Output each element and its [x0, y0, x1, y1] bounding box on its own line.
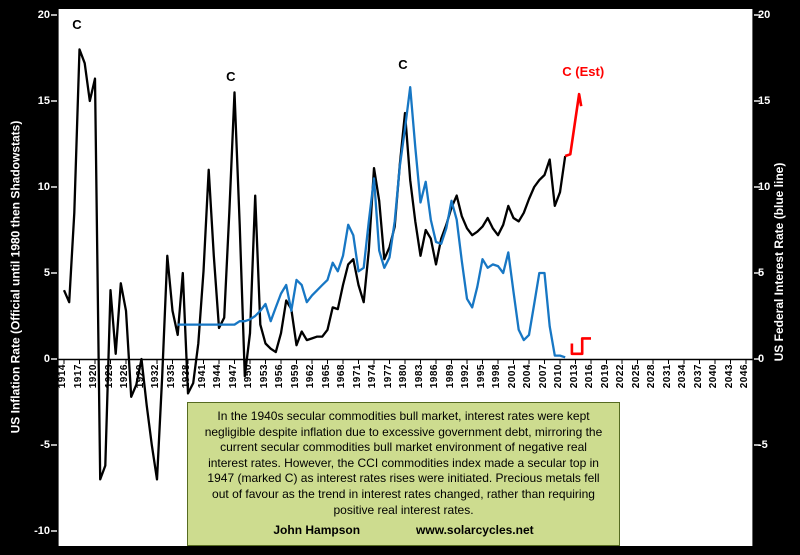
x-tick-label: 1920 [88, 364, 99, 389]
x-tick-label: 1974 [367, 364, 378, 389]
x-tick-label: 2046 [739, 364, 750, 389]
peak-label-c: C [398, 56, 408, 72]
left-y-tick-label: 15 [37, 95, 50, 107]
series-us-inflation-rate [62, 48, 567, 481]
x-tick-label: 2034 [677, 364, 688, 389]
peak-label-c: C [226, 68, 236, 84]
left-axis-title: US Inflation Rate (Official until 1980 t… [8, 120, 23, 434]
x-tick-label: 1941 [196, 364, 208, 389]
x-tick-label: 1950 [243, 364, 254, 389]
left-y-tick-label: 10 [37, 181, 50, 193]
x-tick-label: 1983 [413, 364, 425, 389]
x-tick-label: 1962 [305, 364, 316, 389]
x-tick-label: 1977 [382, 364, 394, 389]
x-tick-label: 1959 [289, 364, 301, 389]
x-tick-label: 2043 [723, 364, 735, 389]
annotation-text: In the 1940s secular commodities bull ma… [204, 409, 603, 517]
x-tick-label: 2010 [553, 364, 564, 389]
x-tick-label: 1932 [150, 364, 161, 389]
right-y-tick-label: 15 [758, 95, 771, 107]
series-inflation-estimate [564, 92, 583, 158]
x-tick-label: 1989 [444, 364, 456, 389]
left-y-tick-label: 5 [43, 267, 50, 279]
x-tick-label: 1953 [258, 364, 270, 389]
x-tick-label: 2016 [584, 364, 595, 389]
series-us-federal-interest-rate [177, 86, 566, 359]
x-tick-label: 2022 [615, 364, 626, 389]
peak-label-c: C [72, 17, 82, 33]
x-tick-label: 1965 [320, 364, 332, 389]
right-y-tick-label: 0 [758, 353, 765, 365]
left-y-tick-label: -10 [34, 525, 50, 537]
x-tick-label: 2004 [522, 364, 533, 389]
left-y-tick-label: 20 [37, 9, 50, 21]
right-y-tick-label: 10 [758, 181, 771, 193]
x-tick-label: 1947 [227, 364, 239, 389]
x-tick-label: 1914 [57, 364, 68, 389]
x-tick-label: 1986 [429, 364, 440, 389]
x-tick-label: 2028 [646, 364, 657, 389]
annotation-box: In the 1940s secular commodities bull ma… [187, 402, 620, 546]
peak-label-c-est: C (Est) [562, 63, 605, 79]
x-tick-label: 1992 [460, 364, 471, 389]
right-y-tick-label: -5 [758, 439, 768, 451]
x-tick-label: 2025 [630, 364, 642, 389]
x-tick-label: 1944 [212, 364, 223, 389]
x-tick-label: 1956 [274, 364, 285, 389]
x-tick-label: 1926 [119, 364, 130, 389]
x-tick-label: 2019 [599, 364, 611, 389]
x-tick-label: 1929 [134, 364, 146, 389]
x-tick-label: 2031 [661, 364, 673, 389]
series-interest-rate-estimate [570, 337, 591, 356]
x-tick-label: 2001 [506, 364, 518, 389]
left-y-tick-label: 0 [43, 353, 50, 365]
x-tick-label: 1995 [475, 364, 487, 389]
right-y-tick-label: 5 [758, 267, 765, 279]
x-tick-label: 1968 [336, 364, 347, 389]
x-tick-label: 1923 [103, 364, 115, 389]
right-y-tick-label: 20 [758, 9, 771, 21]
x-tick-label: 1935 [165, 364, 177, 389]
x-tick-label: 1917 [72, 364, 84, 389]
left-y-tick-label: -5 [40, 439, 50, 451]
annotation-footer: John Hampson www.solarcycles.net [200, 523, 607, 537]
right-axis-title: US Federal Interest Rate (blue line) [772, 162, 786, 362]
author-name: John Hampson [273, 523, 361, 538]
x-tick-label: 1998 [491, 364, 502, 389]
x-tick-label: 1980 [398, 364, 409, 389]
x-tick-label: 1971 [351, 364, 363, 389]
x-tick-label: 2013 [568, 364, 580, 389]
x-tick-label: 2007 [537, 364, 549, 389]
x-tick-label: 2037 [692, 364, 704, 389]
site-url: www.solarcycles.net [416, 523, 534, 538]
x-tick-label: 2040 [708, 364, 719, 389]
x-tick-label: 1938 [181, 364, 192, 389]
